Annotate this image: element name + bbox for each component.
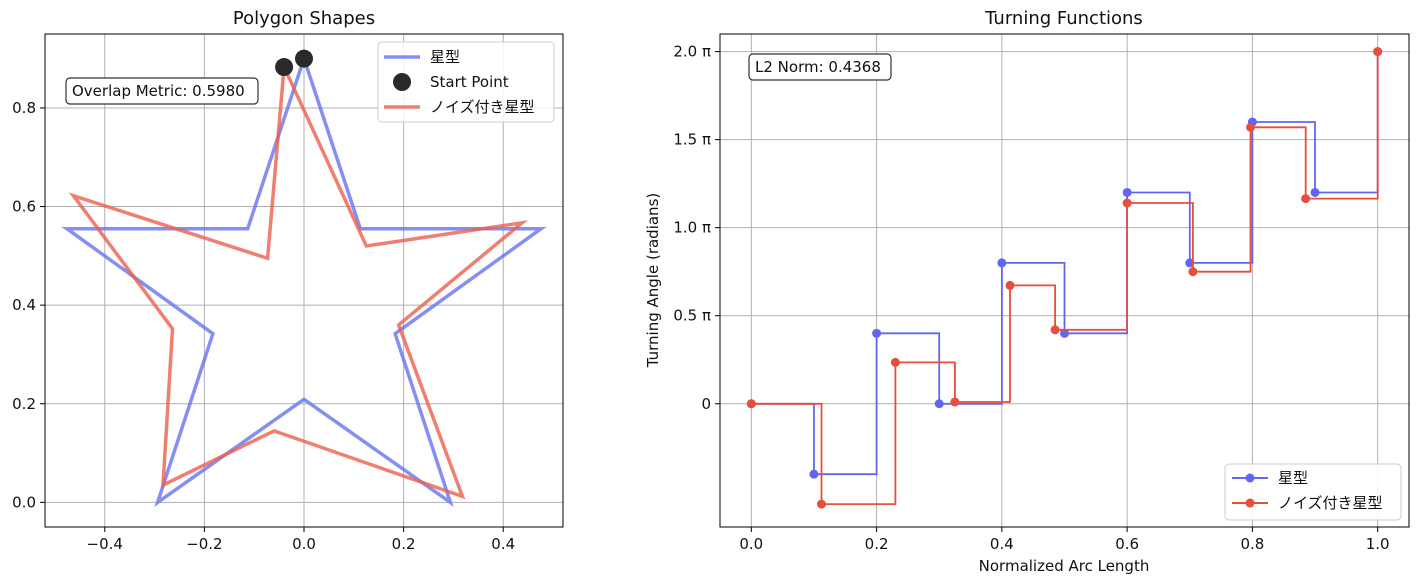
left-xtick-label: 0.0	[292, 535, 316, 553]
polygon-shapes-title: Polygon Shapes	[233, 8, 375, 29]
polygon-shapes-chart: Polygon Shapes −0.4 −0.2 0.0 0.2 0.4 0.0 0.2 0.…	[12, 8, 564, 553]
star-turning-point	[1122, 187, 1132, 197]
legend-right-star-label: 星型	[1278, 469, 1308, 487]
turning-functions-chart: Turning Functions 0.0 0.2 0.4 0.6 0.8 1.0 0 0.5…	[644, 8, 1410, 575]
start-point-marker	[275, 58, 294, 77]
legend-right-noisy-marker	[1245, 498, 1255, 508]
star-turning-step-line	[751, 51, 1379, 476]
noisy-turning-point	[1373, 47, 1383, 57]
left-ytick-label: 0.4	[12, 296, 36, 314]
left-ytick-label: 0.0	[12, 493, 36, 511]
noisy-turning-point	[1246, 122, 1256, 132]
right-xtick-label: 0.8	[1240, 535, 1264, 553]
left-legend: 星型 Start Point ノイズ付き星型	[377, 41, 555, 123]
turning-functions-title: Turning Functions	[984, 8, 1143, 29]
left-ytick-label: 0.2	[12, 395, 36, 413]
left-ytick-label: 0.6	[12, 198, 36, 216]
noisy-turning-point	[1301, 194, 1311, 204]
legend-star-label: 星型	[430, 48, 460, 66]
right-xlabel: Normalized Arc Length	[979, 557, 1150, 575]
left-legend-box	[377, 41, 555, 123]
star-turning-point	[997, 258, 1007, 268]
right-ytick-label: 0	[701, 395, 711, 413]
left-series	[61, 49, 547, 507]
noisy-turning-point	[1188, 267, 1198, 277]
noisy-star-polygon-line	[68, 66, 529, 500]
left-xtick-label: −0.2	[186, 535, 222, 553]
star-turning-point	[872, 328, 882, 338]
legend-right-noisy-label: ノイズ付き星型	[1278, 494, 1383, 512]
overlap-annotation-text: Overlap Metric: 0.5980	[72, 82, 245, 100]
noisy-turning-point	[746, 399, 756, 409]
left-ticks: −0.4 −0.2 0.0 0.2 0.4 0.0 0.2 0.4 0.6 0.8	[12, 99, 515, 553]
right-xtick-label: 0.6	[1115, 535, 1139, 553]
overlap-annotation-box	[65, 77, 259, 105]
star-turning-point	[1060, 328, 1069, 338]
l2-annotation: L2 Norm: 0.4368	[748, 53, 892, 81]
left-ytick-label: 0.8	[12, 99, 36, 117]
right-legend-box	[1224, 463, 1402, 521]
right-ytick-label: 1.5 π	[673, 131, 711, 149]
right-ytick-label: 0.5 π	[673, 307, 711, 325]
star-turning-point	[1310, 187, 1320, 197]
noisy-turning-point	[1005, 280, 1015, 290]
left-xtick-label: −0.4	[87, 535, 123, 553]
right-xtick-label: 1.0	[1366, 535, 1390, 553]
legend-start-marker	[393, 73, 411, 91]
noisy-turning-point	[1050, 325, 1060, 335]
legend-start-label: Start Point	[430, 73, 509, 91]
right-ylabel: Turning Angle (radians)	[644, 193, 662, 369]
legend-noisy-label: ノイズ付き星型	[430, 98, 535, 116]
right-legend: 星型 ノイズ付き星型	[1224, 463, 1402, 521]
right-ytick-label: 2.0 π	[673, 43, 711, 61]
noisy-turning-point	[890, 357, 900, 367]
noisy-turning-point	[950, 397, 960, 407]
right-axes-frame	[719, 33, 1410, 528]
right-xtick-label: 0.0	[739, 535, 763, 553]
overlap-annotation: Overlap Metric: 0.5980	[65, 77, 259, 105]
left-xtick-label: 0.2	[392, 535, 416, 553]
right-ytick-label: 1.0 π	[673, 219, 711, 237]
legend-right-star-marker	[1245, 473, 1255, 483]
star-turning-point	[809, 469, 819, 479]
noisy-turning-point	[1122, 198, 1132, 208]
start-point-marker	[295, 49, 313, 68]
right-xtick-label: 0.2	[865, 535, 889, 553]
l2-annotation-text: L2 Norm: 0.4368	[755, 58, 881, 76]
l2-annotation-box	[748, 53, 892, 81]
left-xtick-label: 0.4	[491, 535, 515, 553]
right-series	[746, 47, 1383, 509]
right-xtick-label: 0.4	[990, 535, 1014, 553]
right-ticks: 0.0 0.2 0.4 0.6 0.8 1.0 0 0.5 π 1.0 π 1.5 π 2.0 π	[673, 43, 1389, 553]
noisy-turning-point	[816, 499, 826, 509]
star-turning-point	[934, 399, 944, 409]
